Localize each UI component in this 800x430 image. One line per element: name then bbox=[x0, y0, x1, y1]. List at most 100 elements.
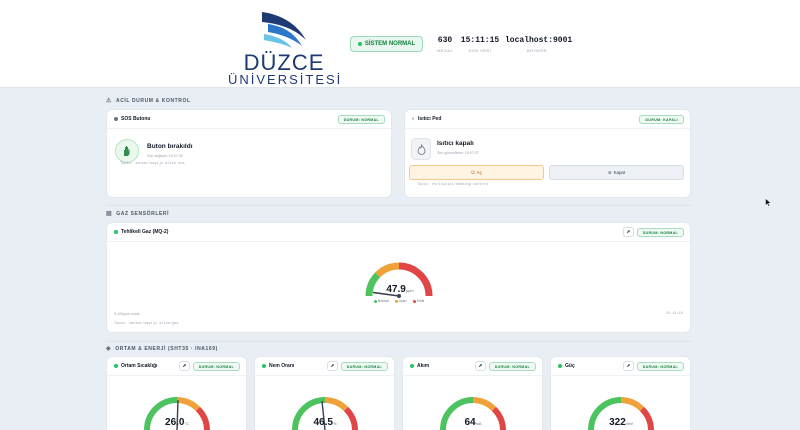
gas-range-text: 0-100ppm scale bbox=[114, 312, 140, 316]
sos-card: SOS Butonu DURUM: NORMAL Buton bırakıldı… bbox=[106, 109, 392, 198]
chart-button[interactable]: ⬈ bbox=[623, 361, 634, 371]
temperature-value-display: 26.0°C bbox=[145, 417, 209, 428]
heater-topic: Topic: ev/isitici/heating control bbox=[417, 183, 489, 187]
divider bbox=[106, 205, 691, 206]
system-status-label: SİSTEM NORMAL bbox=[364, 41, 416, 47]
temperature-gauge bbox=[144, 397, 210, 430]
gas-card-title: Tehlikeli Gaz (MQ-2) bbox=[114, 229, 168, 235]
humidity-unit: % bbox=[332, 421, 337, 426]
legend-critical: Kritik bbox=[412, 299, 424, 303]
card-header: Nem Oranı ⬈ DURUM: NORMAL bbox=[255, 357, 394, 376]
stat-last-data: 15:11:15 SON VERİ bbox=[460, 36, 500, 53]
system-status-badge: SİSTEM NORMAL bbox=[350, 36, 423, 52]
gas-card-header: Tehlikeli Gaz (MQ-2) ⬈ DURUM: NORMAL bbox=[107, 223, 690, 242]
mouse-cursor-icon bbox=[765, 198, 772, 207]
env-card-power: Güç ⬈ DURUM: NORMAL bbox=[550, 356, 691, 430]
humidity-value-display: 46.5% bbox=[293, 417, 357, 428]
heater-card-header: ◐ Isıtıcı Ped DURUM: KAPALI bbox=[405, 110, 690, 129]
power-off-icon: ⊘ bbox=[607, 169, 612, 175]
current-gauge bbox=[440, 397, 506, 430]
warning-icon: ⚠ bbox=[106, 98, 112, 104]
stat-broker: localhost:9001 BROKER bbox=[505, 36, 573, 53]
current-value-display: 64mA bbox=[441, 417, 505, 428]
status-dot-icon bbox=[114, 364, 118, 368]
chart-button[interactable]: ⬈ bbox=[475, 361, 486, 371]
stat-last-data-label: SON VERİ bbox=[468, 48, 492, 53]
power-gauge bbox=[588, 397, 654, 430]
power-icon: ⏻ bbox=[471, 170, 475, 175]
gas-chart-button[interactable]: ⬈ bbox=[623, 227, 634, 237]
diamond-icon: ◆ bbox=[106, 346, 112, 352]
stat-messages-value: 630 bbox=[437, 36, 453, 45]
gas-status-badge: DURUM: NORMAL bbox=[636, 228, 684, 237]
gas-gauge-needle bbox=[372, 291, 400, 297]
env-card-current: Akım ⬈ DURUM: NORMAL bbox=[402, 356, 543, 430]
university-logo: DÜZCE ÜNİVERSİTESİ bbox=[228, 8, 340, 87]
heater-on-button[interactable]: ⏻ Aç bbox=[409, 165, 544, 180]
sos-topic: Topic: sensor/sayiji alive sos bbox=[120, 162, 185, 166]
heater-card: ◐ Isıtıcı Ped DURUM: KAPALI Isıtıcı kapa… bbox=[404, 109, 691, 198]
card-title: Akım bbox=[410, 363, 429, 369]
heater-card-title: ◐ Isıtıcı Ped bbox=[412, 116, 442, 122]
card-header: Ortam Sıcaklığı ⬈ DURUM: NORMAL bbox=[107, 357, 246, 376]
temperature-value: 26.0 bbox=[165, 417, 185, 428]
status-dot-icon bbox=[357, 42, 362, 46]
current-value: 64 bbox=[464, 417, 476, 428]
gas-legend: Normal Uyarı Kritik bbox=[368, 299, 430, 303]
status-dot-icon bbox=[410, 364, 414, 368]
card-title: Güç bbox=[558, 363, 575, 369]
sos-last-change: Son değişim: 15:07:39 bbox=[147, 154, 183, 158]
sos-status-badge: DURUM: NORMAL bbox=[337, 115, 385, 124]
stat-broker-value: localhost:9001 bbox=[505, 36, 573, 45]
stat-messages: 630 MESAJ bbox=[434, 36, 456, 53]
gas-time: 15:11:15 bbox=[665, 312, 683, 316]
heater-last-change: Son güncelleme: 15:07:27 bbox=[437, 151, 479, 155]
power-value-display: 322mW bbox=[589, 417, 653, 428]
card-title: Ortam Sıcaklığı bbox=[114, 363, 157, 369]
flame-icon bbox=[411, 138, 431, 160]
status-badge: DURUM: NORMAL bbox=[488, 362, 536, 371]
gas-topic: Topic: sensor/sayiji alive/gaz bbox=[114, 322, 179, 326]
status-dot-icon bbox=[114, 230, 118, 234]
env-card-humidity: Nem Oranı ⬈ DURUM: NORMAL bbox=[254, 356, 395, 430]
logo-text-universitesi: ÜNİVERSİTESİ bbox=[228, 72, 343, 87]
env-card-temperature: Ortam Sıcaklığı ⬈ DURUM: NORMAL bbox=[106, 356, 247, 430]
power-unit: mW bbox=[625, 421, 633, 426]
card-title: Nem Oranı bbox=[262, 363, 294, 369]
heater-state-text: Isıtıcı kapalı bbox=[437, 140, 474, 147]
heater-off-button[interactable]: ⊘ Kapat bbox=[549, 165, 684, 180]
status-dot-icon bbox=[558, 364, 562, 368]
sos-card-header: SOS Butonu DURUM: NORMAL bbox=[107, 110, 391, 129]
chart-button[interactable]: ⬈ bbox=[327, 361, 338, 371]
gas-unit: ppm bbox=[405, 288, 414, 293]
dot-icon bbox=[114, 117, 118, 121]
legend-warning: Uyarı bbox=[394, 299, 407, 303]
status-badge: DURUM: NORMAL bbox=[636, 362, 684, 371]
temperature-unit: °C bbox=[184, 421, 189, 426]
status-badge: DURUM: NORMAL bbox=[340, 362, 388, 371]
power-value: 322 bbox=[609, 417, 626, 428]
section-title-environment: ◆ ORTAM & ENERJİ (SHT35 · INA169) bbox=[106, 345, 218, 353]
heater-icon: ◐ bbox=[412, 116, 416, 122]
sensor-icon: ▤ bbox=[106, 211, 113, 217]
section-title-gas: ▤ GAZ SENSÖRLERİ bbox=[106, 210, 170, 218]
status-badge: DURUM: NORMAL bbox=[192, 362, 240, 371]
heater-status-badge: DURUM: KAPALI bbox=[639, 115, 684, 124]
gas-value-display: 47.9ppm bbox=[372, 284, 428, 295]
gas-card: Tehlikeli Gaz (MQ-2) ⬈ DURUM: NORMAL 0-1… bbox=[106, 222, 691, 333]
section-title-emergency: ⚠ ACİL DURUM & KONTROL bbox=[106, 97, 191, 105]
current-unit: mA bbox=[475, 421, 482, 426]
app-header: DÜZCE ÜNİVERSİTESİ SİSTEM NORMAL 630 MES… bbox=[0, 0, 800, 88]
hand-icon bbox=[115, 139, 139, 163]
sos-state-text: Buton bırakıldı bbox=[147, 143, 193, 150]
card-header: Güç ⬈ DURUM: NORMAL bbox=[551, 357, 690, 376]
humidity-gauge bbox=[292, 397, 358, 430]
stat-messages-label: MESAJ bbox=[437, 48, 453, 53]
card-header: Akım ⬈ DURUM: NORMAL bbox=[403, 357, 542, 376]
sos-card-title: SOS Butonu bbox=[114, 116, 150, 122]
gas-value: 47.9 bbox=[386, 284, 406, 295]
legend-normal: Normal bbox=[373, 299, 389, 303]
chart-button[interactable]: ⬈ bbox=[179, 361, 190, 371]
divider bbox=[106, 341, 691, 342]
gas-gauge bbox=[365, 262, 433, 298]
